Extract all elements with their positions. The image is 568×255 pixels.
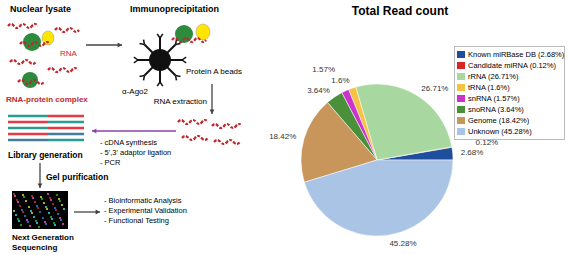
svg-text:Next Generation: Next Generation xyxy=(12,233,74,242)
svg-text:RNA: RNA xyxy=(60,49,78,58)
html-text:Unknown (45.28%): Unknown (45.28%) xyxy=(468,127,532,136)
html-text:tRNA (1.6%): tRNA (1.6%) xyxy=(468,83,510,92)
html-text:Candidate miRNA (0.12%): Candidate miRNA (0.12%) xyxy=(468,61,556,70)
svg-text:3.64%: 3.64% xyxy=(307,86,330,95)
html-text:rRNA (26.71%): rRNA (26.71%) xyxy=(468,72,519,81)
svg-text:26.71%: 26.71% xyxy=(421,84,448,93)
svg-text:Library generation: Library generation xyxy=(8,150,83,160)
svg-text:0.12%: 0.12% xyxy=(475,138,499,148)
svg-text:Sequencing: Sequencing xyxy=(12,243,57,252)
svg-text:2.68%: 2.68% xyxy=(461,148,484,157)
svg-text:1.57%: 1.57% xyxy=(312,65,335,74)
svg-text:Gel purification: Gel purification xyxy=(46,172,108,182)
svg-text:Immunoprecipitation: Immunoprecipitation xyxy=(130,4,219,14)
html-text:Genome (18.42%): Genome (18.42%) xyxy=(468,116,530,125)
svg-text:- Functional Testing: - Functional Testing xyxy=(104,216,169,225)
svg-text:RNA extraction: RNA extraction xyxy=(154,97,207,106)
svg-text:- cDNA synthesis: - cDNA synthesis xyxy=(100,138,157,147)
html-text:snoRNA (3.64%): snoRNA (3.64%) xyxy=(468,105,524,114)
svg-text:- Bioinformatic Analysis: - Bioinformatic Analysis xyxy=(104,196,182,205)
svg-text:RNA-protein complex: RNA-protein complex xyxy=(8,95,88,104)
svg-text:- PCR: - PCR xyxy=(100,158,121,167)
svg-text:Nuclear lysate: Nuclear lysate xyxy=(10,4,71,14)
html-text:snRNA (1.57%): snRNA (1.57%) xyxy=(468,94,520,103)
svg-text:- Experimental Validation: - Experimental Validation xyxy=(104,206,187,215)
svg-text:45.28%: 45.28% xyxy=(389,239,416,248)
svg-text:α-Ago2: α-Ago2 xyxy=(122,87,149,96)
svg-text:1.6%: 1.6% xyxy=(331,76,349,85)
svg-text:Protein A beads: Protein A beads xyxy=(186,67,242,76)
svg-text:- 5',3' adaptor ligation: - 5',3' adaptor ligation xyxy=(100,148,171,157)
html-text:Total Read count: Total Read count xyxy=(351,4,449,18)
svg-text:18.42%: 18.42% xyxy=(269,132,296,141)
html-text:Known miRBase DB (2.68%): Known miRBase DB (2.68%) xyxy=(468,50,565,59)
